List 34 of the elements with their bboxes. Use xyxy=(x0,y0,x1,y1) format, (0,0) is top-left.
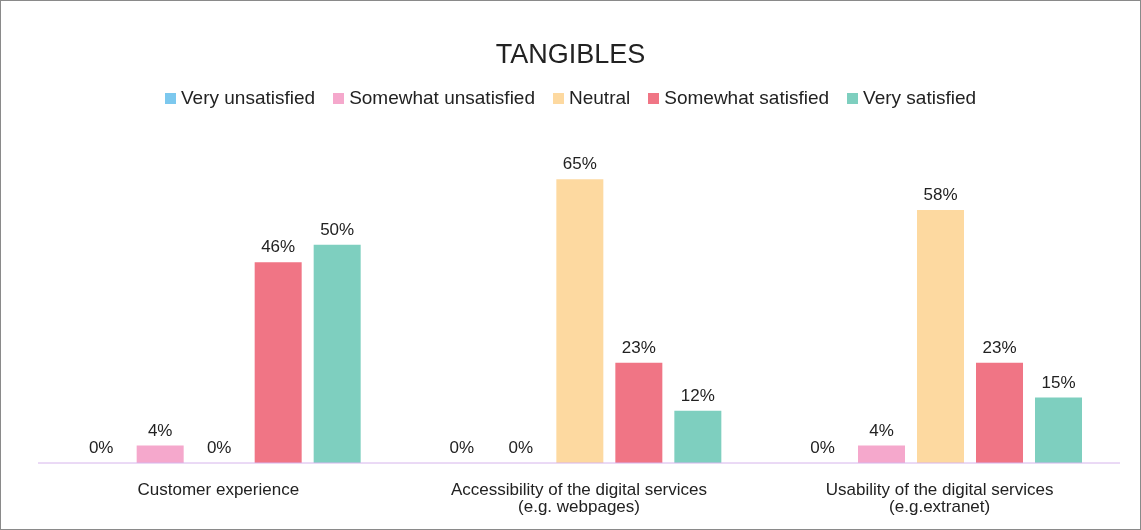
data-label: 0% xyxy=(88,437,114,457)
legend-label: Neutral xyxy=(569,87,631,109)
chart-title: TANGIBLES xyxy=(494,39,647,71)
x-tick-label: Customer experience xyxy=(137,480,300,500)
x-tick-label: Accessibility of the digital services (e.g. webpages) xyxy=(450,480,708,517)
data-label: 0% xyxy=(206,437,232,457)
data-label: 50% xyxy=(320,219,355,239)
legend-label: Somewhat satisfied xyxy=(664,87,830,109)
legend-label: Somewhat unsatisfied xyxy=(349,87,536,109)
bar xyxy=(136,445,184,463)
data-label: 23% xyxy=(621,337,656,357)
bar xyxy=(1035,397,1083,463)
bar xyxy=(917,209,965,463)
data-label: 0% xyxy=(449,437,475,457)
data-label: 4% xyxy=(147,420,173,440)
legend-label: Very satisfied xyxy=(863,87,977,109)
bar xyxy=(313,244,361,463)
data-label: 12% xyxy=(680,385,715,405)
data-label: 46% xyxy=(261,237,296,257)
data-label: 23% xyxy=(982,337,1017,357)
data-label: 0% xyxy=(508,437,534,457)
bar xyxy=(615,362,663,463)
bar xyxy=(858,445,906,463)
data-label: 58% xyxy=(923,184,958,204)
bar xyxy=(674,410,722,463)
bar xyxy=(976,362,1024,463)
bar xyxy=(254,262,302,463)
data-label: 4% xyxy=(869,420,894,440)
data-label: 15% xyxy=(1041,372,1076,392)
bar xyxy=(556,179,604,463)
legend-label: Very unsatisfied xyxy=(180,87,316,109)
data-label: 65% xyxy=(562,154,597,174)
x-tick-label: Usability of the digital services (e.g.extranet) xyxy=(825,480,1054,517)
data-label: 0% xyxy=(810,437,835,457)
